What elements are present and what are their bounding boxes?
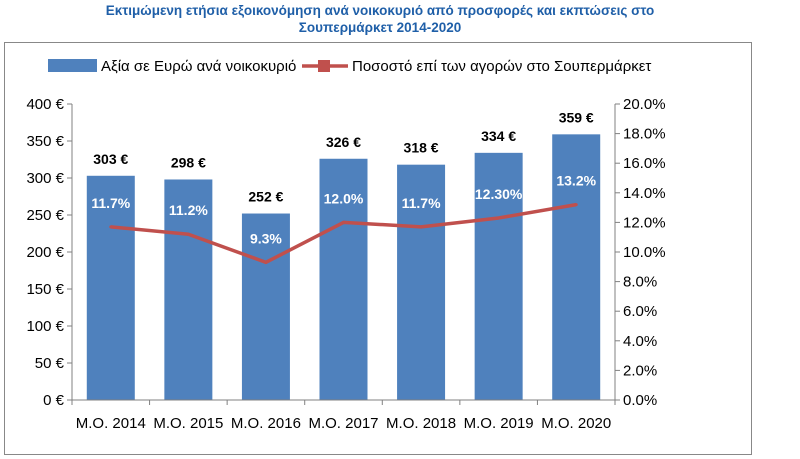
x-tick-label: Μ.Ο. 2018 (386, 415, 456, 432)
y-right-tick-label: 20.0% (623, 96, 666, 113)
y-left-tick-label: 400 € (26, 96, 64, 113)
line-value-label-3: 9.3% (250, 230, 282, 246)
chart-title-line-1: Εκτιμώμενη ετήσια εξοικονόμηση ανά νοικο… (105, 3, 655, 18)
x-tick-label: Μ.Ο. 2014 (76, 415, 146, 432)
y-left-tick-label: 250 € (26, 207, 64, 224)
bar-value-label-2: 298 € (171, 154, 206, 170)
bar-value-label-7: 359 € (559, 109, 594, 125)
y-right-tick-label: 6.0% (623, 303, 657, 320)
bar-4 (319, 158, 368, 400)
chart-title-line-2: Σουπερμάρκετ 2014-2020 (298, 20, 462, 35)
y-right-tick-label: 16.0% (623, 155, 666, 172)
y-left-tick-label: 0 € (43, 392, 65, 409)
bar-7 (552, 134, 601, 400)
x-tick-label: Μ.Ο. 2015 (153, 415, 223, 432)
line-point-3 (264, 260, 268, 264)
y-left-tick-label: 50 € (35, 355, 65, 372)
y-right-tick-label: 10.0% (623, 244, 666, 261)
line-value-label-4: 12.0% (324, 190, 364, 206)
bar-1 (86, 175, 135, 400)
y-right-tick-label: 8.0% (623, 274, 657, 291)
line-value-label-7: 13.2% (556, 173, 596, 189)
bar-6 (474, 152, 523, 400)
y-right-tick-label: 2.0% (623, 362, 657, 379)
y-right-tick-label: 18.0% (623, 126, 666, 143)
legend-marker-line (318, 60, 330, 72)
y-left-tick-label: 350 € (26, 133, 64, 150)
chart-frame (4, 42, 752, 455)
x-tick-label: Μ.Ο. 2019 (464, 415, 534, 432)
y-right-tick-label: 0.0% (623, 392, 657, 409)
legend-swatch-bars (48, 59, 97, 72)
line-value-label-6: 12.30% (475, 186, 523, 202)
y-left-tick-label: 150 € (26, 281, 64, 298)
y-right-tick-label: 14.0% (623, 185, 666, 202)
y-right-tick-label: 12.0% (623, 214, 666, 231)
line-point-1 (109, 225, 113, 229)
bar-value-label-5: 318 € (404, 140, 439, 156)
bar-3 (241, 213, 290, 400)
line-point-5 (419, 225, 423, 229)
x-tick-label: Μ.Ο. 2017 (308, 415, 378, 432)
x-tick-label: Μ.Ο. 2016 (231, 415, 301, 432)
y-left-tick-label: 300 € (26, 170, 64, 187)
y-left-tick-label: 100 € (26, 318, 64, 335)
y-right-tick-label: 4.0% (623, 333, 657, 350)
y-left-tick-label: 200 € (26, 244, 64, 261)
bar-2 (164, 179, 213, 400)
line-point-4 (342, 220, 345, 224)
legend-label-bars: Αξία σε Ευρώ ανά νοικοκυριό (101, 58, 296, 75)
line-value-label-5: 11.7% (402, 195, 441, 211)
line-point-2 (186, 232, 190, 236)
bar-value-label-6: 334 € (481, 128, 516, 144)
legend-label-line: Ποσοστό επί των αγορών στο Σουπερμάρκετ (352, 58, 651, 75)
line-value-label-2: 11.2% (169, 202, 208, 218)
line-point-7 (574, 203, 578, 207)
bar-5 (397, 164, 446, 400)
chart-title: Εκτιμώμενη ετήσια εξοικονόμηση ανά νοικο… (0, 2, 760, 36)
x-tick-label: Μ.Ο. 2020 (541, 415, 611, 432)
bar-value-label-1: 303 € (93, 151, 128, 167)
line-point-6 (497, 216, 501, 220)
bar-value-label-3: 252 € (248, 189, 283, 205)
line-value-label-1: 11.7% (91, 195, 130, 211)
bar-value-label-4: 326 € (326, 134, 361, 150)
